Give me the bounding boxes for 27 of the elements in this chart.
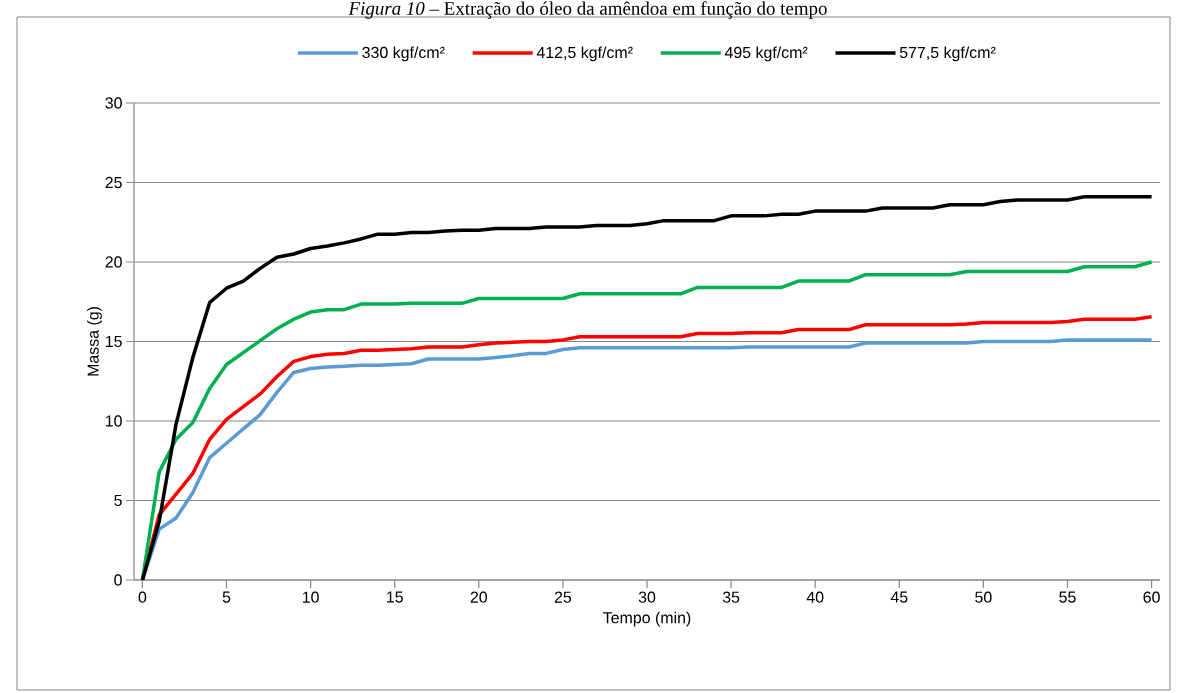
chart-title: Figura 10 – Extração do óleo da amêndoa em função do tempo <box>348 1 827 19</box>
x-tick-label: 50 <box>975 591 992 603</box>
x-tick-label: 30 <box>638 591 656 603</box>
x-tick-label: 60 <box>1143 591 1160 603</box>
x-tick-label: 45 <box>890 591 908 603</box>
x-tick-label: 10 <box>302 591 319 603</box>
legend-label: 495 kgf/cm² <box>724 46 808 62</box>
x-tick-label: 55 <box>1059 591 1076 603</box>
x-tick-label: 0 <box>138 591 147 603</box>
y-tick-label: 10 <box>105 415 122 427</box>
y-tick-label: 0 <box>114 574 122 586</box>
y-axis-title: Massa (g) <box>87 307 102 376</box>
x-tick-label: 5 <box>222 591 231 603</box>
x-tick-label: 25 <box>554 591 572 603</box>
legend-label: 412,5 kgf/cm² <box>536 46 633 62</box>
y-tick-label: 30 <box>105 97 122 109</box>
y-tick-label: 15 <box>105 335 122 348</box>
x-axis-title: Tempo (min) <box>603 611 691 627</box>
x-tick-label: 15 <box>387 591 403 603</box>
x-tick-label: 20 <box>470 591 488 603</box>
y-tick-label: 25 <box>105 176 122 189</box>
x-tick-label: 35 <box>722 591 740 603</box>
y-tick-label: 20 <box>105 256 122 268</box>
x-tick-label: 40 <box>806 591 824 603</box>
legend-label: 330 kgf/cm² <box>362 46 445 62</box>
legend-label: 577,5 kgf/cm² <box>899 46 996 62</box>
y-tick-label: 5 <box>114 494 122 507</box>
